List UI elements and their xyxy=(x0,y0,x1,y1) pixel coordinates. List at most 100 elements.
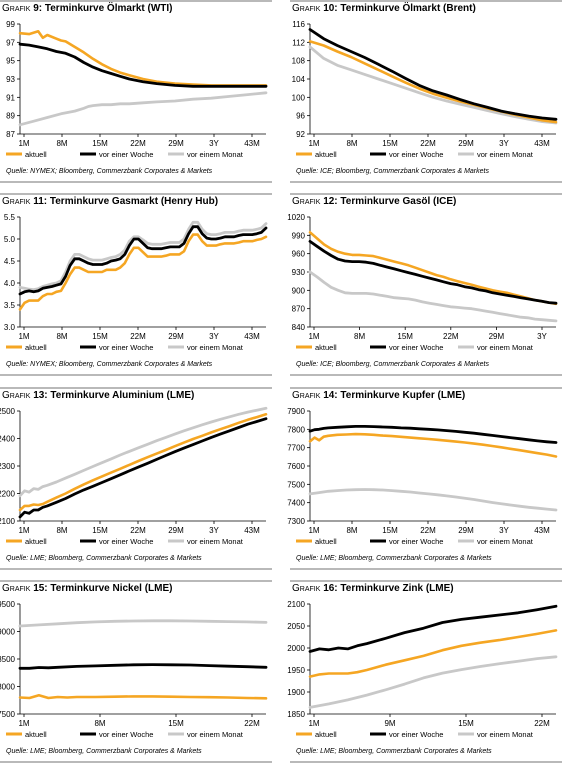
y-tick-label: 2300 xyxy=(0,462,16,471)
y-tick-label: 1900 xyxy=(287,688,305,697)
chart-number: 10: xyxy=(323,3,338,14)
chart-label: Grafik xyxy=(2,583,31,594)
y-tick-label: 7700 xyxy=(287,444,305,453)
y-tick-label: 7500 xyxy=(287,480,305,489)
chart-source: Quelle: ICE; Bloomberg, Commerzbank Corp… xyxy=(296,361,489,368)
panel-bottom-rule xyxy=(290,181,562,183)
series-line-vor-einem-monat xyxy=(308,655,558,709)
legend-label: vor einem Monat xyxy=(187,537,244,546)
y-tick-label: 112 xyxy=(292,38,305,47)
x-tick-label: 1M xyxy=(308,332,319,341)
chart-title: Grafik 14: Terminkurve Kupfer (LME) xyxy=(292,390,465,401)
panel-top-rule xyxy=(290,193,562,195)
x-tick-label: 9M xyxy=(384,719,395,728)
y-tick-label: 2400 xyxy=(0,435,16,444)
chart-svg: 840 870 900 930 960 990 1020 1M 8M 15M 22M 29M 3Y akt… xyxy=(287,213,558,352)
panel-top-rule xyxy=(0,580,272,582)
y-tick-label: 7400 xyxy=(287,499,305,508)
chart-title: Grafik 13: Terminkurve Aluminium (LME) xyxy=(2,390,194,401)
y-tick-label: 7900 xyxy=(287,407,305,416)
chart-source: Quelle: LME; Bloomberg, Commerzbank Corp… xyxy=(6,555,202,562)
x-tick-label: 15M xyxy=(92,332,108,341)
y-tick-label: 92 xyxy=(296,130,305,139)
chart-title-text: Terminkurve Nickel (LME) xyxy=(50,583,173,594)
x-tick-label: 1M xyxy=(308,139,319,148)
chart-number: 9: xyxy=(33,3,43,14)
x-tick-label: 29M xyxy=(168,332,184,341)
series-line-vor-einem-monat xyxy=(18,91,268,127)
chart-number: 13: xyxy=(33,390,48,401)
x-tick-label: 43M xyxy=(534,526,550,535)
x-tick-label: 15M xyxy=(397,332,413,341)
chart-title-text: Terminkurve Kupfer (LME) xyxy=(340,390,466,401)
legend-label: vor einer Woche xyxy=(99,150,153,159)
legend-label: vor einem Monat xyxy=(477,537,534,546)
panel-bottom-rule xyxy=(0,181,272,183)
chart-panel-1: Grafik 9: Terminkurve Ölmarkt (WTI) Quell… xyxy=(0,0,272,190)
panel-top-rule xyxy=(0,193,272,195)
series-line-vor-einem-monat xyxy=(18,220,268,291)
y-tick-label: 2200 xyxy=(0,490,16,499)
chart-title-text: Terminkurve Gasmarkt (Henry Hub) xyxy=(49,196,219,207)
series-line-vor-einer-woche xyxy=(308,604,558,653)
chart-label: Grafik xyxy=(2,390,31,401)
y-tick-label: 87 xyxy=(6,130,15,139)
chart-svg: 87 89 91 93 95 97 99 1M 8M 15M 22M 29M 3Y 43M aktuell v… xyxy=(6,20,268,159)
series-line-aktuell xyxy=(18,694,268,700)
chart-label: Grafik xyxy=(292,390,321,401)
series-line-vor-einem-monat xyxy=(18,619,268,628)
x-tick-label: 29M xyxy=(168,526,184,535)
x-tick-label: 22M xyxy=(130,139,146,148)
y-tick-label: 7600 xyxy=(287,462,305,471)
chart-label: Grafik xyxy=(292,196,321,207)
legend-label: vor einer Woche xyxy=(389,343,443,352)
x-tick-label: 15M xyxy=(382,139,398,148)
x-tick-label: 8M xyxy=(346,526,357,535)
y-tick-label: 4.0 xyxy=(4,279,16,288)
y-tick-label: 2050 xyxy=(287,622,305,631)
x-tick-label: 22M xyxy=(443,332,459,341)
y-tick-label: 91 xyxy=(6,93,15,102)
chart-source: Quelle: NYMEX; Bloomberg, Commerzbank Co… xyxy=(6,361,213,368)
x-tick-label: 22M xyxy=(420,526,436,535)
legend-label: vor einem Monat xyxy=(187,730,244,739)
legend-label: vor einer Woche xyxy=(99,537,153,546)
x-tick-label: 15M xyxy=(92,139,108,148)
x-tick-label: 3Y xyxy=(209,139,219,148)
legend-label: vor einem Monat xyxy=(187,150,244,159)
x-tick-label: 29M xyxy=(458,139,474,148)
chart-source: Quelle: LME; Bloomberg, Commerzbank Corp… xyxy=(6,748,202,755)
chart-svg: 2100 2200 2300 2400 2500 1M 8M 15M 22M 29M 3Y 43M ak… xyxy=(0,406,268,546)
y-tick-label: 104 xyxy=(292,75,306,84)
x-tick-label: 15M xyxy=(382,526,398,535)
x-tick-label: 43M xyxy=(244,526,260,535)
chart-source: Quelle: ICE; Bloomberg, Commerzbank Corp… xyxy=(296,168,489,175)
chart-panel-6: Grafik 14: Terminkurve Kupfer (LME) Quell… xyxy=(287,387,562,577)
x-tick-label: 1M xyxy=(18,139,29,148)
chart-source: Quelle: NYMEX; Bloomberg, Commerzbank Co… xyxy=(6,168,213,175)
legend-label: aktuell xyxy=(315,537,337,546)
chart-label: Grafik xyxy=(2,196,31,207)
y-tick-label: 870 xyxy=(292,305,306,314)
chart-panel-8: Grafik 16: Terminkurve Zink (LME) Quelle:… xyxy=(287,580,562,770)
legend-label: vor einer Woche xyxy=(389,537,443,546)
x-tick-label: 8M xyxy=(56,526,67,535)
chart-label: Grafik xyxy=(292,583,321,594)
y-tick-label: 7800 xyxy=(287,425,305,434)
y-tick-label: 96 xyxy=(296,112,305,121)
chart-title-text: Terminkurve Gasöl (ICE) xyxy=(340,196,457,207)
series-line-vor-einem-monat xyxy=(308,488,558,512)
legend-label: vor einem Monat xyxy=(187,343,244,352)
series-line-aktuell xyxy=(18,233,268,311)
x-tick-label: 22M xyxy=(534,719,550,728)
panel-bottom-rule xyxy=(290,568,562,570)
x-tick-label: 1M xyxy=(18,526,29,535)
series-line-vor-einem-monat xyxy=(18,406,268,498)
x-tick-label: 29M xyxy=(168,139,184,148)
x-tick-label: 15M xyxy=(168,719,184,728)
chart-number: 14: xyxy=(323,390,338,401)
panel-bottom-rule xyxy=(0,374,272,376)
y-tick-label: 2000 xyxy=(287,644,305,653)
y-tick-label: 930 xyxy=(292,268,306,277)
x-tick-label: 22M xyxy=(130,526,146,535)
